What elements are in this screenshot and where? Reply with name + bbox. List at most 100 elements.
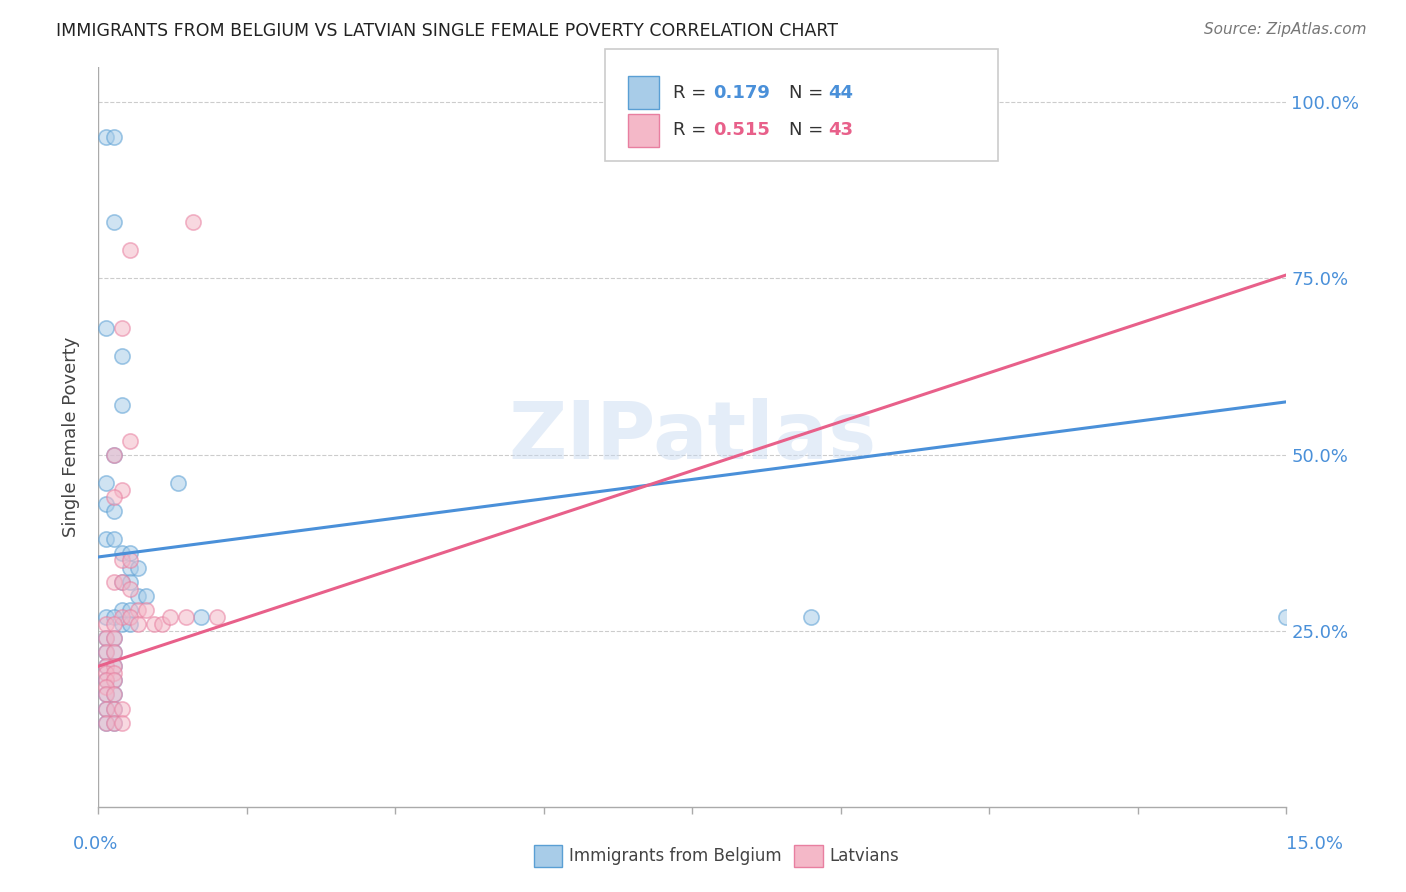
Point — [159, 610, 181, 624]
Point — [120, 553, 142, 567]
Point — [127, 560, 149, 574]
Point — [103, 645, 125, 659]
Point — [142, 616, 165, 631]
Point — [103, 130, 125, 145]
Point — [103, 215, 125, 229]
Point — [111, 398, 134, 412]
Point — [166, 475, 188, 490]
Point — [103, 715, 125, 730]
Point — [127, 616, 149, 631]
Point — [111, 603, 134, 617]
Point — [103, 666, 125, 681]
Point — [103, 659, 125, 673]
Point — [96, 666, 118, 681]
Point — [103, 533, 125, 547]
Text: Source: ZipAtlas.com: Source: ZipAtlas.com — [1204, 22, 1367, 37]
Point — [111, 701, 134, 715]
Point — [96, 715, 118, 730]
Point — [96, 610, 118, 624]
Point — [103, 673, 125, 688]
Point — [96, 533, 118, 547]
Text: Latvians: Latvians — [830, 847, 900, 865]
Point — [190, 610, 212, 624]
Point — [103, 448, 125, 462]
Point — [103, 701, 125, 715]
Point — [111, 574, 134, 589]
Point — [96, 616, 118, 631]
Point — [174, 610, 197, 624]
Text: N =: N = — [789, 121, 828, 139]
Point — [111, 610, 134, 624]
Text: R =: R = — [673, 121, 713, 139]
Text: ZIPatlas: ZIPatlas — [509, 398, 876, 476]
Point — [111, 616, 134, 631]
Point — [120, 616, 142, 631]
Point — [111, 320, 134, 334]
Text: Immigrants from Belgium: Immigrants from Belgium — [569, 847, 782, 865]
Point — [205, 610, 228, 624]
Point — [150, 616, 173, 631]
Point — [96, 645, 118, 659]
Point — [96, 688, 118, 702]
Point — [127, 589, 149, 603]
Point — [120, 610, 142, 624]
Point — [135, 603, 157, 617]
Point — [111, 546, 134, 560]
Text: 0.179: 0.179 — [713, 84, 769, 102]
Text: IMMIGRANTS FROM BELGIUM VS LATVIAN SINGLE FEMALE POVERTY CORRELATION CHART: IMMIGRANTS FROM BELGIUM VS LATVIAN SINGL… — [56, 22, 838, 40]
Point — [103, 715, 125, 730]
Point — [120, 560, 142, 574]
Point — [111, 349, 134, 363]
Point — [103, 673, 125, 688]
Point — [103, 574, 125, 589]
Point — [120, 574, 142, 589]
Text: 0.515: 0.515 — [713, 121, 769, 139]
Point — [96, 475, 118, 490]
Point — [96, 715, 118, 730]
Point — [135, 589, 157, 603]
Point — [96, 673, 118, 688]
Point — [103, 490, 125, 504]
Point — [183, 215, 205, 229]
Point — [120, 434, 142, 448]
Point — [103, 659, 125, 673]
Point — [103, 616, 125, 631]
Point — [120, 603, 142, 617]
Point — [103, 610, 125, 624]
Point — [96, 320, 118, 334]
Text: 0.0%: 0.0% — [73, 835, 118, 853]
Point — [120, 546, 142, 560]
Point — [96, 659, 118, 673]
Y-axis label: Single Female Poverty: Single Female Poverty — [62, 337, 80, 537]
Point — [800, 610, 823, 624]
Point — [96, 497, 118, 511]
Point — [96, 659, 118, 673]
Text: R =: R = — [673, 84, 713, 102]
Point — [103, 504, 125, 518]
Point — [103, 688, 125, 702]
Point — [127, 603, 149, 617]
Point — [111, 715, 134, 730]
Point — [96, 701, 118, 715]
Point — [96, 631, 118, 645]
Point — [96, 688, 118, 702]
Point — [120, 244, 142, 258]
Text: N =: N = — [789, 84, 828, 102]
Point — [96, 701, 118, 715]
Point — [103, 631, 125, 645]
Point — [96, 645, 118, 659]
Point — [120, 582, 142, 596]
Point — [96, 681, 118, 695]
Point — [1275, 610, 1298, 624]
Point — [111, 574, 134, 589]
Point — [103, 631, 125, 645]
Text: 15.0%: 15.0% — [1286, 835, 1343, 853]
Point — [103, 448, 125, 462]
Point — [103, 688, 125, 702]
Point — [103, 701, 125, 715]
Point — [111, 553, 134, 567]
Point — [96, 631, 118, 645]
Point — [96, 673, 118, 688]
Text: 44: 44 — [828, 84, 853, 102]
Text: 43: 43 — [828, 121, 853, 139]
